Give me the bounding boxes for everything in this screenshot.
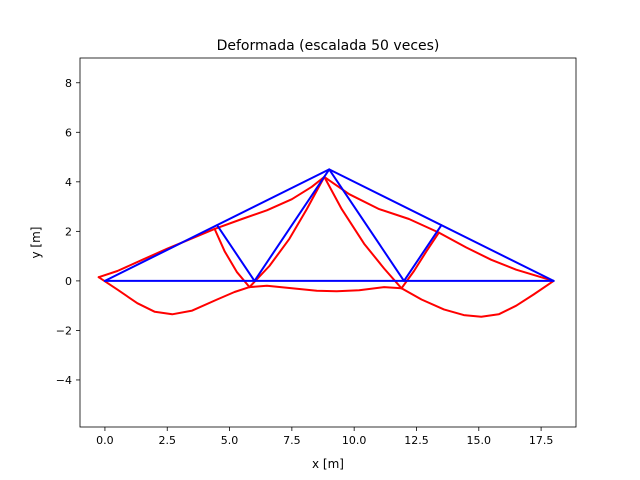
axes-frame — [79, 57, 577, 428]
deformed-structure-member — [97, 276, 251, 316]
y-tick-label: 2 — [65, 225, 72, 238]
plot-area — [80, 58, 576, 427]
x-tick-label: 7.5 — [283, 434, 301, 447]
original-structure-member — [403, 224, 443, 282]
deformed-structure-member — [400, 279, 555, 318]
original-structure-member — [328, 168, 405, 282]
deformed-structure-member — [323, 175, 403, 290]
deformed-structure-member — [437, 231, 555, 282]
deformed-structure-member — [213, 227, 251, 289]
y-tick-label: 0 — [65, 275, 72, 288]
y-tick-label: 6 — [65, 126, 72, 139]
y-axis: −4 −2 0 2 4 6 8 — [56, 77, 80, 387]
series-layer — [97, 168, 555, 318]
y-tick-label: −2 — [56, 324, 72, 337]
original-structure — [103, 168, 555, 282]
x-tick-label: 0.0 — [96, 434, 114, 447]
deformed-structure-member — [248, 175, 326, 289]
x-tick-label: 15.0 — [467, 434, 492, 447]
y-axis-label: y [m] — [29, 227, 43, 259]
x-axis: 0.0 2.5 5.0 7.5 10.0 12.5 15.0 17.5 — [96, 427, 553, 447]
deformed-structure-member — [248, 284, 403, 293]
deformed-structure-member — [213, 175, 326, 230]
chart-title: Deformada (escalada 50 veces) — [217, 38, 440, 54]
deformed-structure-member — [400, 231, 440, 290]
x-tick-label: 10.0 — [342, 434, 367, 447]
x-tick-label: 2.5 — [158, 434, 176, 447]
x-tick-label: 17.5 — [529, 434, 554, 447]
y-tick-label: −4 — [56, 374, 72, 387]
original-structure-member — [253, 168, 331, 282]
original-structure-member — [216, 224, 256, 282]
x-tick-label: 12.5 — [404, 434, 429, 447]
y-tick-label: 8 — [65, 77, 72, 90]
x-axis-label: x [m] — [312, 457, 344, 471]
x-tick-label: 5.0 — [221, 434, 239, 447]
y-tick-label: 4 — [65, 176, 72, 189]
